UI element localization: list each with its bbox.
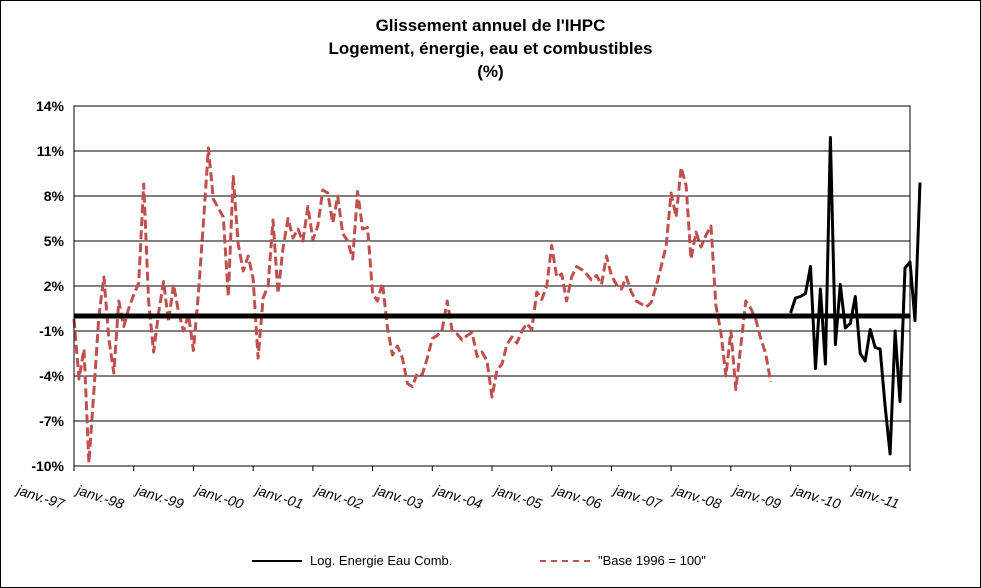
x-tick-label: janv.-99 <box>133 481 186 512</box>
x-tick-label: janv.-04 <box>431 481 484 512</box>
y-tick-label: -4% <box>39 368 64 384</box>
x-tick-label: janv.-98 <box>73 481 126 512</box>
y-tick-label: -1% <box>39 323 64 339</box>
x-tick-label: janv.-09 <box>730 481 783 512</box>
x-tick-label: janv.-07 <box>610 481 664 512</box>
series-line-base-1996 <box>72 146 773 465</box>
chart-subtitle: Logement, énergie, eau et combustibles <box>328 39 653 58</box>
chart-title: Glissement annuel de l'IHPC <box>375 16 606 35</box>
x-tick-label: janv.-00 <box>192 481 245 512</box>
y-tick-label: 5% <box>44 233 65 249</box>
y-tick-label: 14% <box>36 98 65 114</box>
y-tick-label: -10% <box>31 458 64 474</box>
legend-label-dashed: "Base 1996 = 100" <box>598 553 706 568</box>
legend-swatch-solid <box>252 559 302 562</box>
x-tick-label: janv.-08 <box>670 481 723 512</box>
series-line-log-energie <box>789 136 922 456</box>
x-tick-label: janv.-97 <box>13 481 67 512</box>
chart-unit-label: (%) <box>477 62 504 81</box>
x-tick-label: janv.-05 <box>491 481 544 512</box>
legend-entry-dashed: "Base 1996 = 100" <box>540 553 706 568</box>
y-tick-label: 2% <box>44 278 65 294</box>
x-tick-label: janv.-10 <box>789 481 842 512</box>
y-tick-label: 8% <box>44 188 65 204</box>
legend-entry-solid: Log. Energie Eau Comb. <box>252 553 452 568</box>
x-tick-label: janv.-02 <box>312 481 365 512</box>
x-tick-label: janv.-11 <box>849 481 901 512</box>
x-tick-label: janv.-03 <box>371 481 424 512</box>
y-tick-label: 11% <box>37 143 65 159</box>
legend-label-solid: Log. Energie Eau Comb. <box>310 553 453 568</box>
legend-swatch-dashed <box>540 559 590 562</box>
y-tick-label: -7% <box>39 413 64 429</box>
x-tick-label: janv.-01 <box>252 481 305 512</box>
x-tick-label: janv.-06 <box>551 481 604 512</box>
